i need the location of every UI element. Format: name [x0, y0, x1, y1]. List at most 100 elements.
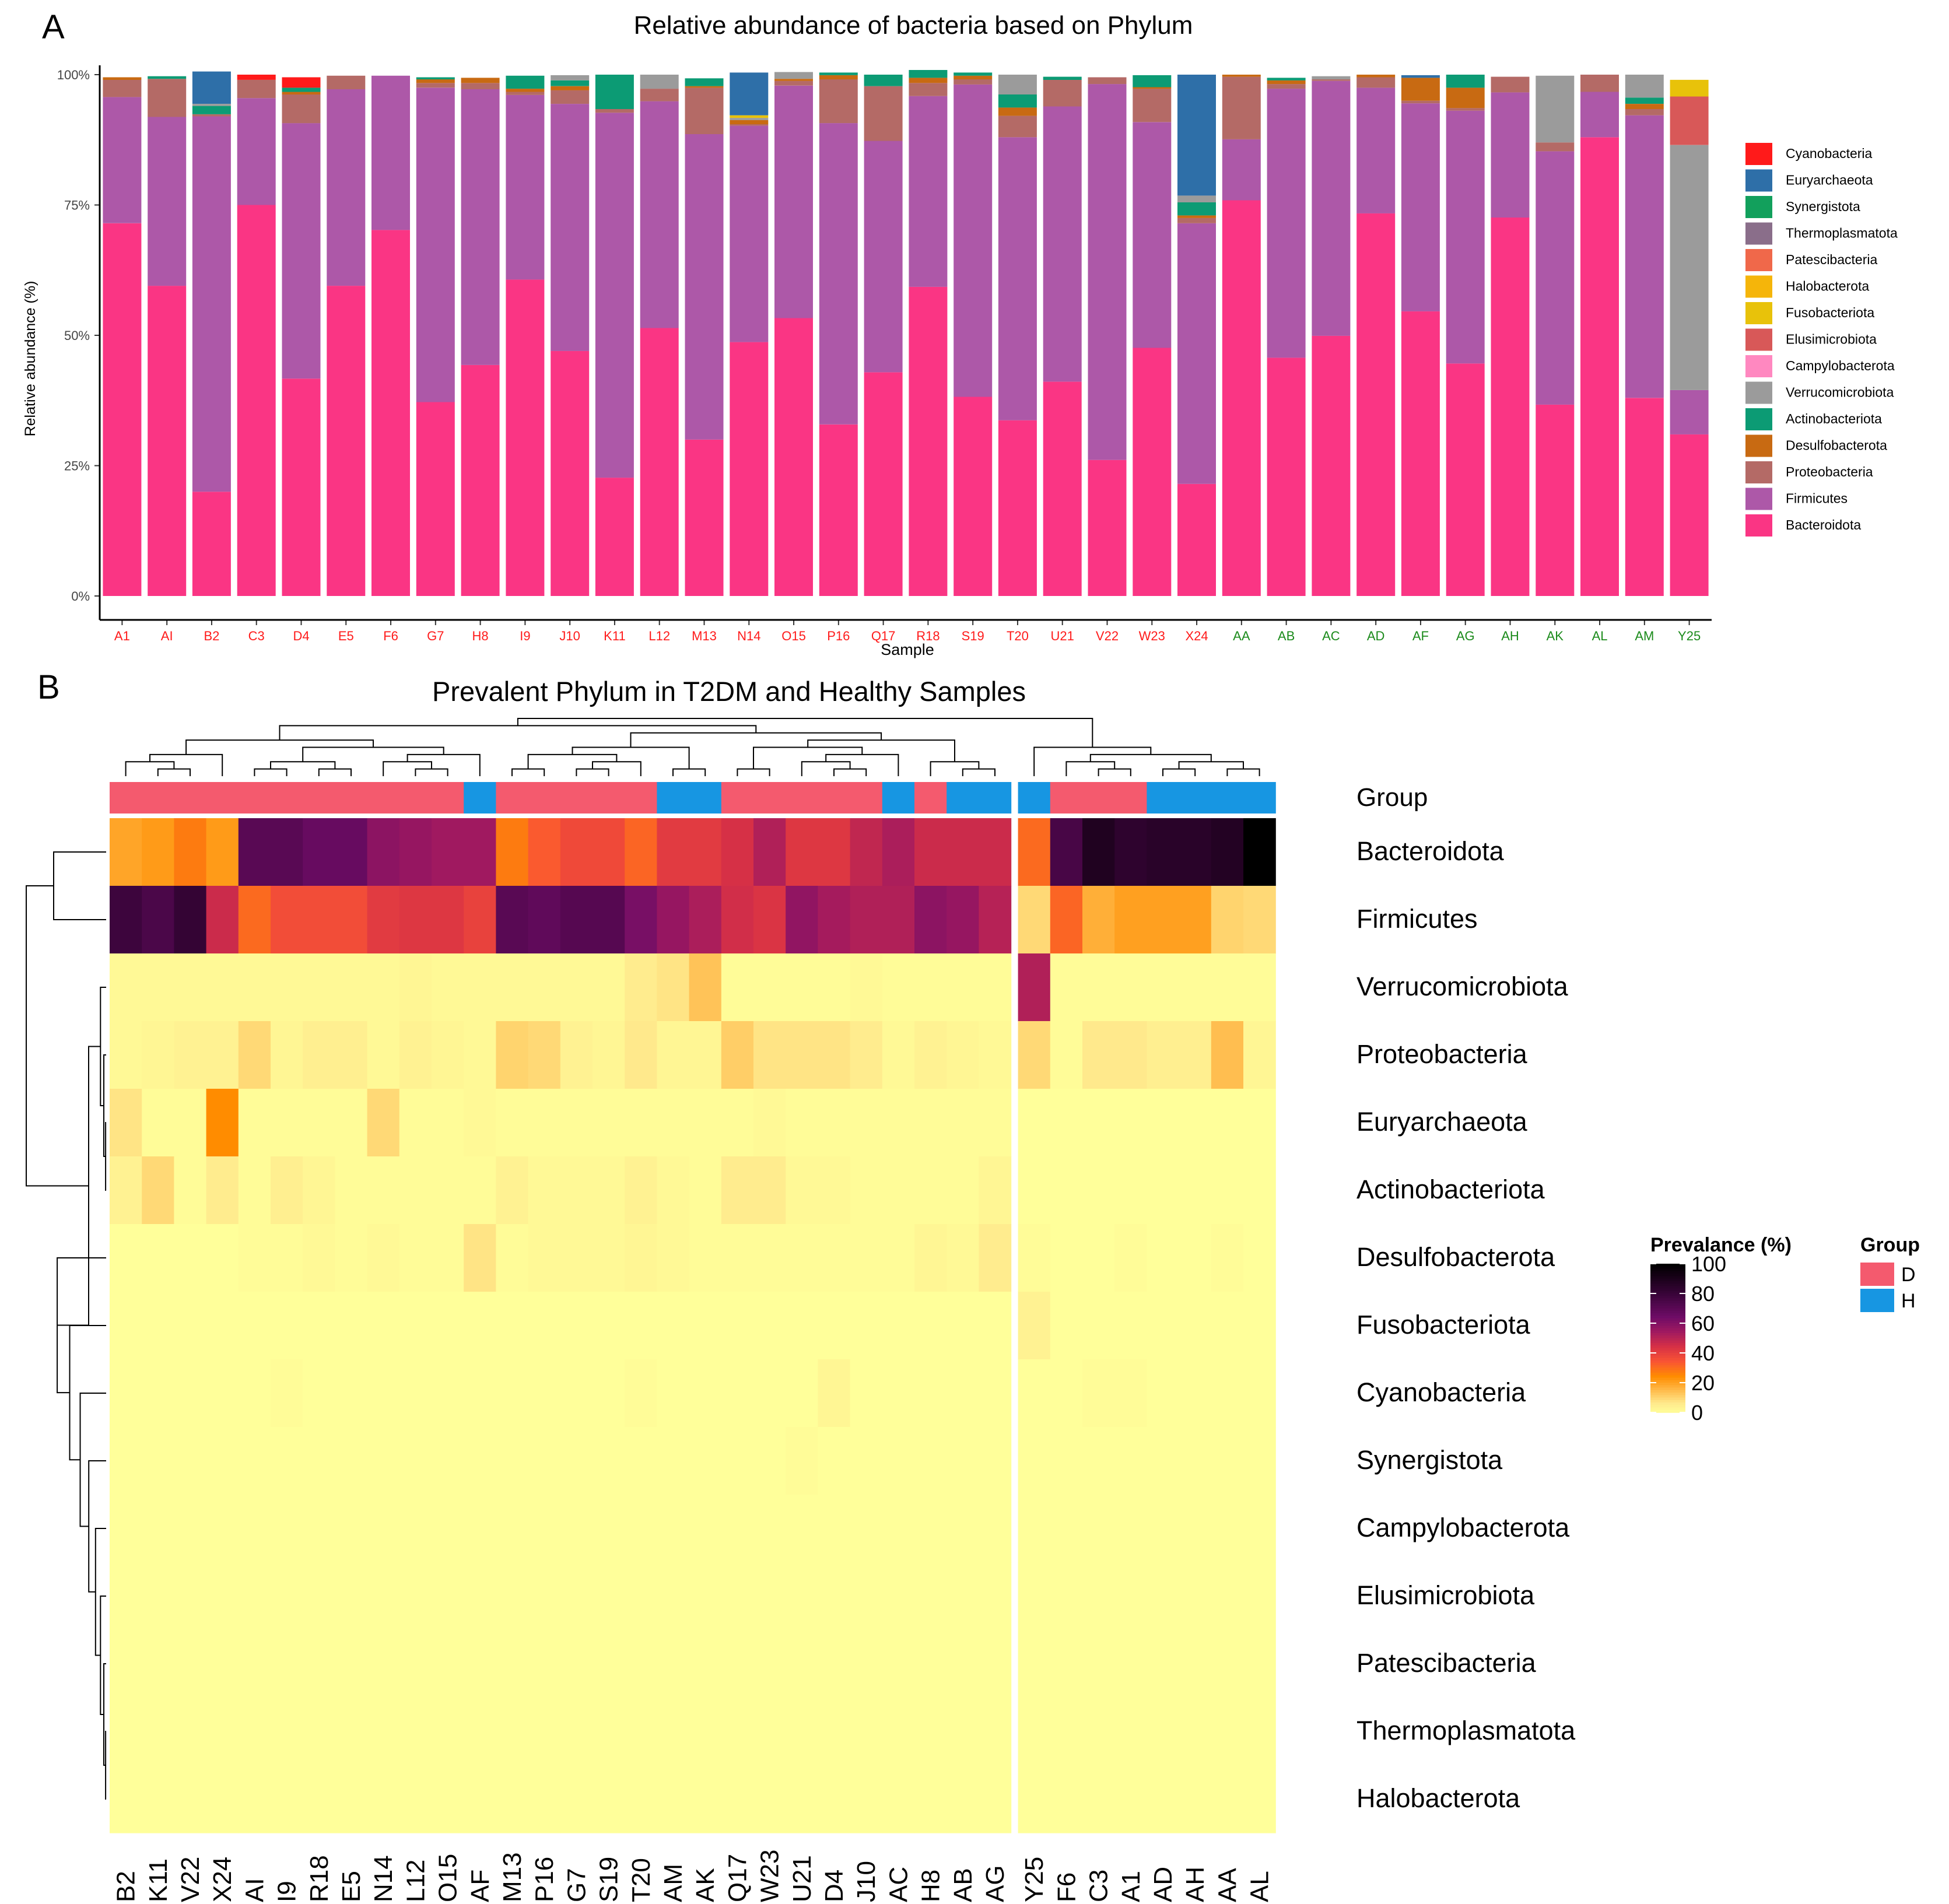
heatmap-cell: [1114, 1359, 1147, 1428]
legend-label: Fusobacteriota: [1786, 305, 1874, 320]
heatmap-cell: [947, 1495, 979, 1563]
heatmap-cell: [238, 1765, 271, 1833]
heatmap-cell: [657, 1495, 690, 1563]
heatmap-cell: [399, 1495, 432, 1563]
x-tick-label: K11: [604, 629, 626, 643]
bar-segment: [730, 124, 769, 126]
colorbar-segment: [1650, 1365, 1685, 1369]
colorbar-segment: [1650, 1271, 1685, 1274]
heatmap-cell: [174, 1021, 207, 1089]
heatmap-cell: [367, 1630, 400, 1698]
heatmap-cell: [303, 1495, 335, 1563]
heatmap-cell: [1082, 1292, 1115, 1360]
bar-segment: [1267, 84, 1306, 89]
heatmap-cell: [528, 1089, 561, 1157]
heatmap-cell: [528, 1765, 561, 1833]
heatmap-cell: [142, 1359, 174, 1428]
heatmap-cell: [593, 1427, 625, 1495]
heatmap-cell: [432, 1089, 464, 1157]
heatmap-cell: [271, 1698, 303, 1766]
heatmap-cell: [560, 1765, 593, 1833]
heatmap-cell: [625, 1495, 657, 1563]
heatmap-cell: [979, 1427, 1012, 1495]
panel-a-label: A: [42, 8, 65, 46]
heatmap-cell: [174, 1630, 207, 1698]
heatmap-cell: [174, 1495, 207, 1563]
colorbar-tick-label: 80: [1691, 1282, 1715, 1306]
heatmap-cell: [882, 1156, 915, 1225]
bar-segment: [148, 79, 187, 117]
heatmap-cell: [1147, 1021, 1180, 1089]
heatmap-cell: [528, 1495, 561, 1563]
panel-a-x-axis-label: Sample: [881, 641, 934, 658]
x-tick-label: AL: [1592, 629, 1608, 643]
heatmap-cell: [1211, 1359, 1244, 1428]
colorbar-segment: [1650, 1383, 1685, 1386]
heatmap-cell: [947, 1359, 979, 1428]
heatmap-cell: [786, 1427, 818, 1495]
heatmap-cell: [625, 1292, 657, 1360]
bar-segment: [595, 113, 634, 478]
column-label: W23: [756, 1850, 784, 1902]
column-label: G7: [562, 1868, 591, 1902]
group-legend-title: Group: [1860, 1234, 1920, 1256]
x-tick-label: AD: [1367, 629, 1385, 643]
heatmap-cell: [110, 1427, 142, 1495]
group-cell: [947, 782, 979, 814]
bar-segment: [1177, 75, 1216, 196]
heatmap-cell: [1147, 1495, 1180, 1563]
colorbar-segment: [1650, 1355, 1685, 1359]
legend-label: Firmicutes: [1786, 491, 1848, 506]
heatmap-cell: [1211, 1765, 1244, 1833]
heatmap-cell: [303, 1089, 335, 1157]
group-cell: [1018, 782, 1051, 814]
heatmap-cell: [238, 1562, 271, 1631]
bar-segment: [1043, 381, 1082, 596]
heatmap-cell: [721, 1427, 754, 1495]
column-label: V22: [176, 1857, 205, 1902]
heatmap-cell: [271, 1224, 303, 1292]
heatmap-cell: [432, 1765, 464, 1833]
bar-segment: [730, 120, 769, 124]
heatmap-cell: [625, 1765, 657, 1833]
y-tick-label: 0%: [71, 589, 90, 604]
colorbar-segment: [1650, 1360, 1685, 1363]
x-tick-label: F6: [383, 629, 398, 643]
colorbar-segment: [1650, 1276, 1685, 1279]
heatmap-cell: [689, 1562, 722, 1631]
group-annotation-bar: [110, 782, 1276, 814]
column-label: AD: [1149, 1867, 1177, 1902]
heatmap-cell: [1114, 818, 1147, 886]
bar-segment: [327, 89, 366, 286]
bar-segment: [103, 77, 142, 80]
bar-segment: [730, 342, 769, 596]
bar-segment: [774, 79, 813, 81]
heatmap-cell: [850, 1562, 883, 1631]
bar-segment: [1625, 398, 1664, 596]
heatmap-cell: [979, 1089, 1012, 1157]
heatmap-cell: [882, 953, 915, 1022]
heatmap-cell: [335, 1698, 368, 1766]
dendrogram-branch: [1178, 761, 1244, 769]
heatmap-cell: [753, 1427, 786, 1495]
bar-segment: [237, 79, 276, 99]
heatmap-cell: [625, 1562, 657, 1631]
bar-segment: [909, 83, 948, 96]
heatmap-cell: [625, 953, 657, 1022]
heatmap-cell: [1211, 1630, 1244, 1698]
heatmap-cell: [335, 1630, 368, 1698]
heatmap-cell: [753, 1021, 786, 1089]
row-label: Desulfobacterota: [1356, 1242, 1555, 1272]
heatmap-cell: [882, 1359, 915, 1428]
heatmap-cell: [914, 1562, 947, 1631]
bar-segment: [864, 75, 903, 86]
heatmap-cell: [979, 953, 1012, 1022]
heatmap-cell: [657, 1156, 690, 1225]
dendrogram-branch: [157, 768, 191, 776]
heatmap-cell: [142, 953, 174, 1022]
heatmap-cell: [1082, 1495, 1115, 1563]
x-tick-label: V22: [1096, 629, 1119, 643]
row-label: Campylobacterota: [1356, 1513, 1570, 1542]
group-cell: [850, 782, 883, 814]
bar-segment: [1356, 87, 1396, 213]
